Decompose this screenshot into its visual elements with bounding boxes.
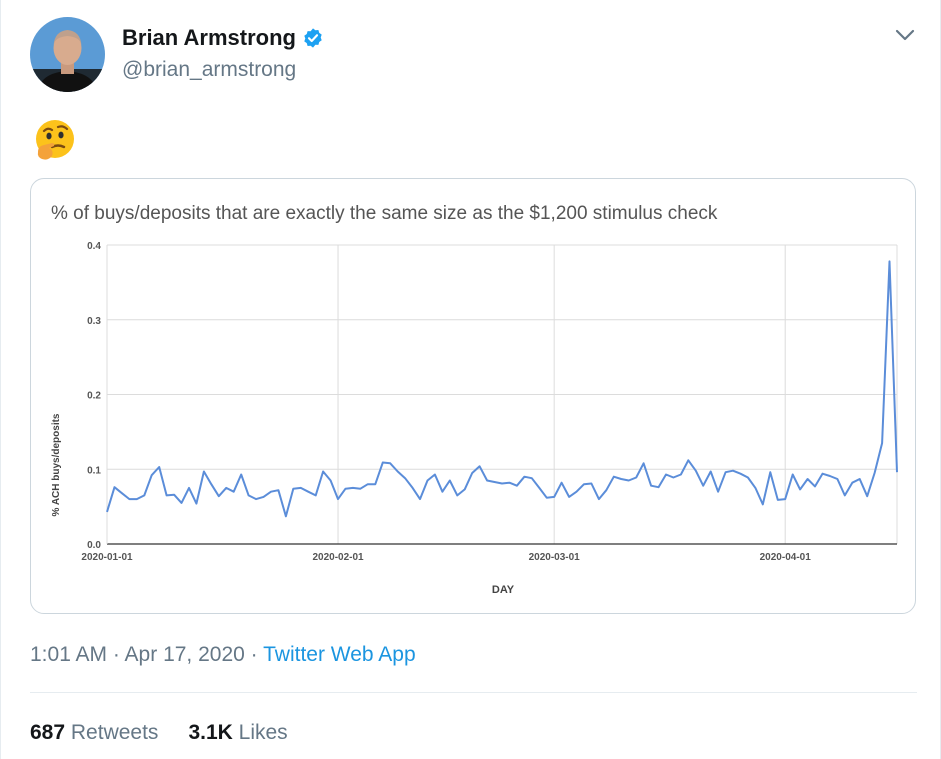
likes-label: Likes [238, 721, 288, 744]
likes-stat[interactable]: 3.1K Likes [188, 721, 287, 744]
divider [30, 692, 917, 693]
verified-badge-icon [304, 28, 322, 48]
tweet-timestamp[interactable]: 1:01 AM · Apr 17, 2020 · [30, 643, 258, 666]
tweet-stats: 687 Retweets 3.1K Likes [30, 721, 288, 745]
y-axis-label: % ACH buys/deposits [51, 413, 62, 516]
x-tick-label: 2020-01-01 [81, 552, 133, 563]
author-name-row[interactable]: Brian Armstrong [122, 25, 324, 51]
author-handle[interactable]: @brian_armstrong [122, 58, 297, 81]
y-tick-label: 0.2 [87, 391, 101, 402]
retweets-label: Retweets [70, 721, 159, 744]
person-avatar-icon [30, 17, 105, 92]
chart-card[interactable]: % of buys/deposits that are exactly the … [30, 178, 916, 614]
y-tick-label: 0.4 [87, 241, 101, 252]
retweets-count: 687 [30, 721, 66, 744]
thinking-face-emoji-icon [36, 120, 74, 160]
x-tick-label: 2020-02-01 [312, 552, 364, 563]
tweet-source-link[interactable]: Twitter Web App [263, 643, 416, 666]
y-tick-label: 0.3 [87, 316, 101, 327]
chart-axes: 0.0 0.1 0.2 0.3 0.4 2020-01-01 2020-02-01 2020-… [81, 241, 897, 563]
x-tick-label: 2020-04-01 [760, 552, 812, 563]
y-tick-label: 0.0 [87, 540, 101, 551]
line-chart: % of buys/deposits that are exactly the … [51, 203, 898, 596]
author-name[interactable]: Brian Armstrong [122, 25, 296, 50]
chevron-down-icon[interactable] [893, 26, 917, 44]
x-axis-label: DAY [492, 584, 515, 596]
left-border [0, 0, 1, 759]
avatar[interactable] [30, 17, 105, 92]
retweets-stat[interactable]: 687 Retweets [30, 721, 158, 744]
chart-title: % of buys/deposits that are exactly the … [51, 203, 718, 224]
tweet-meta: 1:01 AM · Apr 17, 2020 · Twitter Web App [30, 643, 416, 667]
series-line [106, 260, 898, 518]
likes-count: 3.1K [188, 721, 233, 744]
x-tick-label: 2020-03-01 [529, 552, 581, 563]
y-tick-label: 0.1 [87, 465, 101, 476]
